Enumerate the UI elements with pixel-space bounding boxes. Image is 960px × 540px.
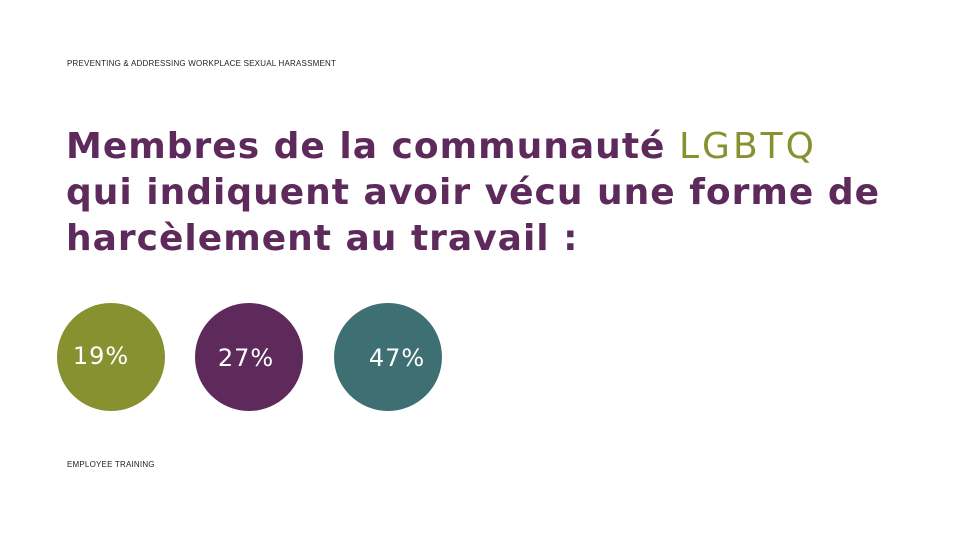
title-part-2: qui indiquent avoir vécu une forme de ha… <box>66 172 881 259</box>
stat-circle-1: 19% <box>57 303 165 411</box>
stat-circle-2: 27% <box>195 303 303 411</box>
title-part-1: Membres de la communauté <box>66 126 679 167</box>
header-label: PREVENTING & ADDRESSING WORKPLACE SEXUAL… <box>67 59 337 68</box>
slide-title: Membres de la communauté LGBTQ qui indiq… <box>66 124 886 262</box>
title-highlight: LGBTQ <box>678 126 817 167</box>
stat-value-3: 47% <box>368 344 426 372</box>
stat-value-1: 19% <box>72 341 130 370</box>
footer-label: EMPLOYEE TRAINING <box>67 460 155 469</box>
stat-value-2: 27% <box>217 344 275 372</box>
stat-circle-3: 47% <box>334 303 442 411</box>
